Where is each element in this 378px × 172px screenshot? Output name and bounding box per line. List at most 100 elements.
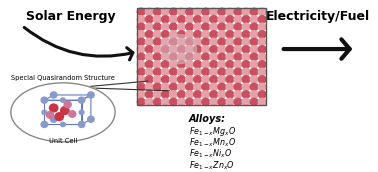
Circle shape xyxy=(242,61,250,68)
Circle shape xyxy=(258,31,266,38)
Text: Special Quasirandom Structure: Special Quasirandom Structure xyxy=(11,75,115,81)
Circle shape xyxy=(178,83,185,90)
Circle shape xyxy=(186,31,194,38)
Circle shape xyxy=(210,46,218,53)
Circle shape xyxy=(194,38,201,45)
Circle shape xyxy=(146,76,153,83)
Circle shape xyxy=(170,8,177,15)
Circle shape xyxy=(218,98,226,105)
Text: Electricity/Fuel: Electricity/Fuel xyxy=(266,10,370,23)
Circle shape xyxy=(137,98,145,105)
Circle shape xyxy=(186,76,194,83)
Circle shape xyxy=(178,23,185,30)
Ellipse shape xyxy=(11,83,115,142)
Circle shape xyxy=(153,23,161,30)
Circle shape xyxy=(153,83,161,90)
Circle shape xyxy=(210,68,218,76)
Circle shape xyxy=(146,53,153,60)
Circle shape xyxy=(170,46,177,53)
Circle shape xyxy=(250,68,258,76)
Circle shape xyxy=(146,46,153,53)
Circle shape xyxy=(194,61,201,68)
Circle shape xyxy=(234,61,242,68)
Circle shape xyxy=(202,83,209,90)
Circle shape xyxy=(226,38,234,45)
Circle shape xyxy=(202,23,209,30)
Circle shape xyxy=(60,107,69,114)
Circle shape xyxy=(194,8,201,15)
Circle shape xyxy=(202,76,209,83)
Circle shape xyxy=(153,46,161,53)
Circle shape xyxy=(153,76,161,83)
Circle shape xyxy=(258,38,266,45)
Circle shape xyxy=(41,97,48,103)
Circle shape xyxy=(178,16,185,23)
Circle shape xyxy=(194,68,201,76)
Circle shape xyxy=(41,121,48,127)
Circle shape xyxy=(226,68,234,76)
Circle shape xyxy=(250,23,258,30)
Circle shape xyxy=(202,91,209,98)
Circle shape xyxy=(137,83,145,90)
Circle shape xyxy=(137,61,145,68)
Circle shape xyxy=(226,53,234,60)
Circle shape xyxy=(242,98,250,105)
Circle shape xyxy=(250,83,258,90)
Circle shape xyxy=(234,23,242,30)
Circle shape xyxy=(194,31,201,38)
Circle shape xyxy=(234,31,242,38)
Circle shape xyxy=(153,16,161,23)
Circle shape xyxy=(146,68,153,76)
Circle shape xyxy=(146,61,153,68)
Circle shape xyxy=(250,61,258,68)
Circle shape xyxy=(202,8,209,15)
Circle shape xyxy=(88,92,94,98)
Circle shape xyxy=(146,23,153,30)
Circle shape xyxy=(226,98,234,105)
Circle shape xyxy=(242,46,250,53)
Circle shape xyxy=(170,53,177,60)
Circle shape xyxy=(137,91,145,98)
Circle shape xyxy=(170,38,177,45)
Circle shape xyxy=(210,23,218,30)
Circle shape xyxy=(146,91,153,98)
Circle shape xyxy=(226,91,234,98)
Circle shape xyxy=(170,31,177,38)
Circle shape xyxy=(226,61,234,68)
Circle shape xyxy=(234,53,242,60)
Circle shape xyxy=(55,113,64,121)
Circle shape xyxy=(234,76,242,83)
Text: $Fe_{1-x}Ni_xO$: $Fe_{1-x}Ni_xO$ xyxy=(189,148,232,160)
Circle shape xyxy=(210,8,218,15)
Circle shape xyxy=(50,104,58,112)
Circle shape xyxy=(186,83,194,90)
Circle shape xyxy=(250,8,258,15)
Circle shape xyxy=(202,16,209,23)
Circle shape xyxy=(161,16,169,23)
Circle shape xyxy=(178,76,185,83)
Circle shape xyxy=(218,38,226,45)
Circle shape xyxy=(146,83,153,90)
Circle shape xyxy=(170,76,177,83)
Circle shape xyxy=(161,31,169,38)
Circle shape xyxy=(60,98,65,102)
Circle shape xyxy=(178,68,185,76)
Circle shape xyxy=(186,16,194,23)
Circle shape xyxy=(242,91,250,98)
Circle shape xyxy=(258,8,266,15)
Circle shape xyxy=(218,61,226,68)
Circle shape xyxy=(78,121,85,127)
Circle shape xyxy=(194,91,201,98)
Circle shape xyxy=(178,98,185,105)
Circle shape xyxy=(178,46,185,53)
Circle shape xyxy=(226,23,234,30)
Circle shape xyxy=(153,61,161,68)
Bar xyxy=(138,8,266,105)
Circle shape xyxy=(146,16,153,23)
Circle shape xyxy=(242,23,250,30)
Text: Solar Energy: Solar Energy xyxy=(26,10,115,23)
Circle shape xyxy=(194,16,201,23)
Circle shape xyxy=(153,91,161,98)
Circle shape xyxy=(69,111,76,117)
Circle shape xyxy=(161,38,169,45)
